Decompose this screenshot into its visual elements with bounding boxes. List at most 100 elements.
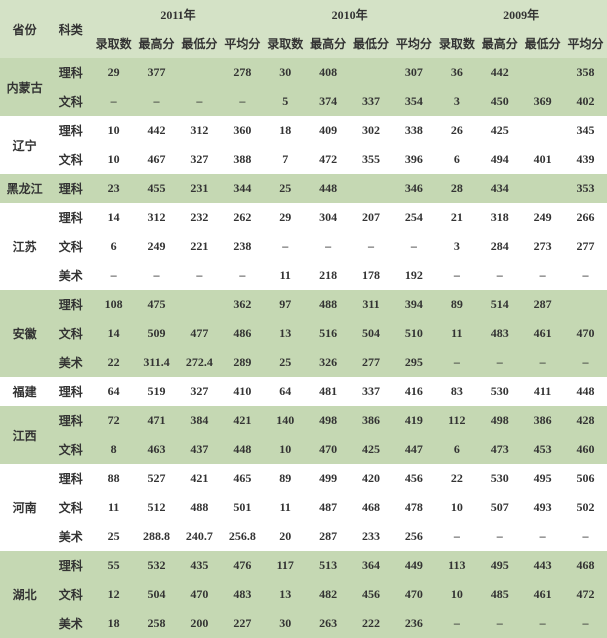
value-cell: 499 [307,464,350,493]
value-cell: 410 [221,377,264,406]
value-cell: 434 [478,174,521,203]
col-metric: 最低分 [350,29,393,58]
value-cell: 327 [178,145,221,174]
value-cell: 394 [392,290,435,319]
table-row: 文科1046732738874723553966494401439 [0,145,607,174]
value-cell: 437 [178,435,221,464]
value-cell: 231 [178,174,221,203]
value-cell: 28 [435,174,478,203]
value-cell: 461 [521,319,564,348]
value-cell: 273 [521,232,564,261]
subject-cell: 理科 [49,551,92,580]
value-cell: 288.8 [135,522,178,551]
value-cell: 425 [478,116,521,145]
subject-cell: 理科 [49,464,92,493]
value-cell: 263 [307,609,350,638]
value-cell: 467 [135,145,178,174]
value-cell: 29 [92,58,135,87]
value-cell: – [221,87,264,116]
value-cell: 421 [221,406,264,435]
value-cell: 64 [92,377,135,406]
value-cell: 472 [564,580,607,609]
value-cell: 468 [350,493,393,522]
table-row: 美术––––11218178192–––– [0,261,607,290]
subject-cell: 理科 [49,116,92,145]
value-cell: – [92,87,135,116]
value-cell: 289 [221,348,264,377]
value-cell: 178 [350,261,393,290]
subject-cell: 美术 [49,522,92,551]
value-cell: 509 [135,319,178,348]
value-cell: 530 [478,377,521,406]
value-cell: 89 [264,464,307,493]
value-cell: 513 [307,551,350,580]
value-cell: 516 [307,319,350,348]
value-cell: 504 [350,319,393,348]
value-cell: 507 [478,493,521,522]
col-metric: 平均分 [221,29,264,58]
value-cell: 12 [92,580,135,609]
value-cell: 421 [178,464,221,493]
value-cell: 307 [392,58,435,87]
value-cell: 249 [521,203,564,232]
value-cell: – [564,261,607,290]
table-row: 湖北理科55532435476117513364449113495443468 [0,551,607,580]
value-cell: 388 [221,145,264,174]
value-cell: 5 [264,87,307,116]
value-cell: 233 [350,522,393,551]
value-cell: 384 [178,406,221,435]
value-cell: 278 [221,58,264,87]
value-cell: – [478,261,521,290]
col-province: 省份 [0,0,49,58]
value-cell: 266 [564,203,607,232]
value-cell: 453 [521,435,564,464]
value-cell: 495 [478,551,521,580]
value-cell: – [350,232,393,261]
table-row: 安徽理科1084753629748831139489514287 [0,290,607,319]
value-cell: 353 [564,174,607,203]
value-cell [350,174,393,203]
value-cell: 140 [264,406,307,435]
subject-cell: 文科 [49,435,92,464]
subject-cell: 文科 [49,87,92,116]
value-cell: 483 [478,319,521,348]
value-cell: 460 [564,435,607,464]
value-cell: – [435,261,478,290]
value-cell: – [478,609,521,638]
table-row: 江西理科72471384421140498386419112498386428 [0,406,607,435]
value-cell: 10 [435,493,478,522]
value-cell: 89 [435,290,478,319]
value-cell: 486 [221,319,264,348]
value-cell: 326 [307,348,350,377]
value-cell: 236 [392,609,435,638]
value-cell: 369 [521,87,564,116]
col-year-2010: 2010年 [264,0,436,29]
value-cell: 11 [264,261,307,290]
col-metric: 录取数 [264,29,307,58]
subject-cell: 理科 [49,406,92,435]
value-cell: 327 [178,377,221,406]
value-cell: 277 [564,232,607,261]
col-metric: 录取数 [435,29,478,58]
value-cell: 117 [264,551,307,580]
value-cell: 495 [521,464,564,493]
value-cell: 473 [478,435,521,464]
value-cell: 192 [392,261,435,290]
table-row: 美术1825820022730263222236–––– [0,609,607,638]
value-cell: 472 [307,145,350,174]
table-row: 文科145094774861351650451011483461470 [0,319,607,348]
subject-cell: 文科 [49,493,92,522]
value-cell: 448 [221,435,264,464]
value-cell: 258 [135,609,178,638]
value-cell: 364 [350,551,393,580]
value-cell: 11 [264,493,307,522]
value-cell: 11 [92,493,135,522]
value-cell: 238 [221,232,264,261]
value-cell: 425 [350,435,393,464]
value-cell: 419 [392,406,435,435]
value-cell: 200 [178,609,221,638]
value-cell: – [478,522,521,551]
value-cell: 442 [478,58,521,87]
value-cell: 227 [221,609,264,638]
value-cell: 478 [392,493,435,522]
